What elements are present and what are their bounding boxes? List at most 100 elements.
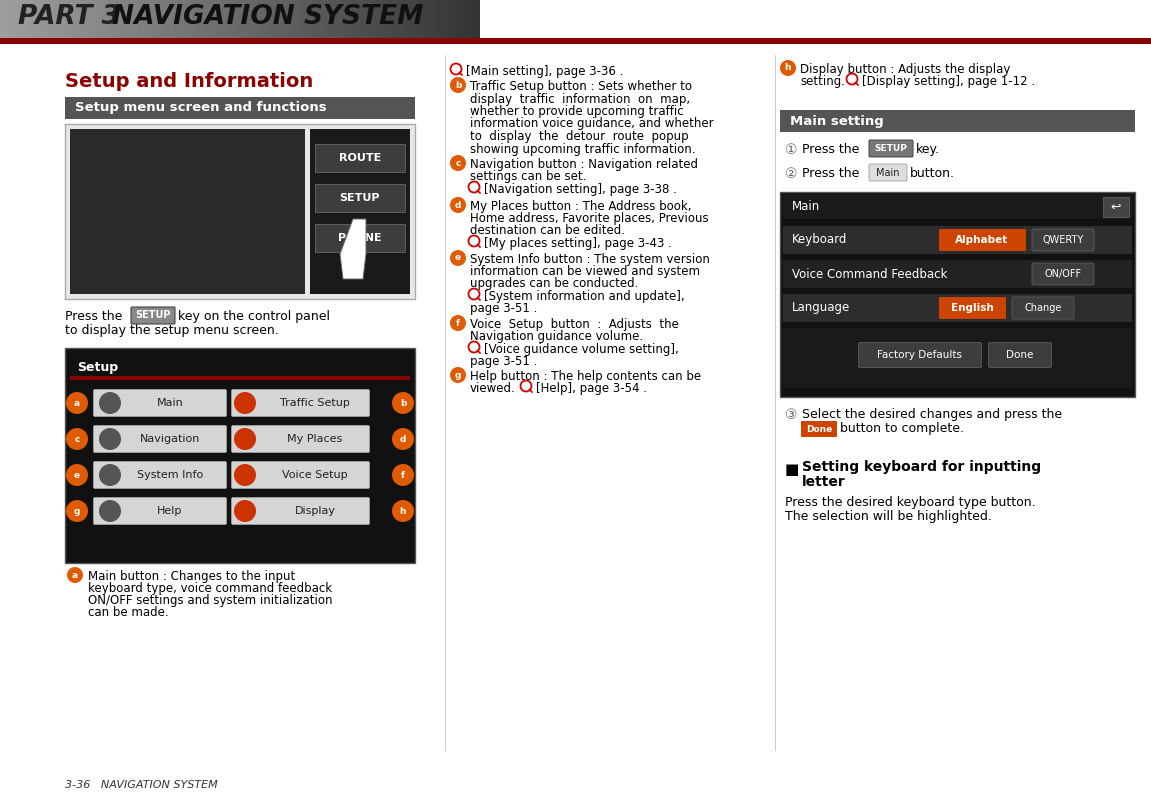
Bar [132, 0, 139, 38]
Circle shape [66, 500, 87, 522]
Bar [396, 0, 403, 38]
Text: SETUP: SETUP [875, 144, 907, 153]
Bar [420, 0, 427, 38]
Text: upgrades can be conducted.: upgrades can be conducted. [470, 277, 639, 290]
Text: My Places button : The Address book,: My Places button : The Address book, [470, 200, 692, 213]
Bar [102, 0, 109, 38]
Polygon shape [340, 219, 366, 279]
Text: h: h [785, 64, 791, 73]
Bar [216, 0, 223, 38]
Circle shape [234, 464, 256, 486]
Bar [241, 0, 247, 38]
Text: g: g [455, 370, 462, 380]
Text: to display the setup menu screen.: to display the setup menu screen. [64, 324, 279, 337]
Text: Navigation button : Navigation related: Navigation button : Navigation related [470, 158, 698, 171]
Bar [168, 0, 175, 38]
Text: Help button : The help contents can be: Help button : The help contents can be [470, 370, 701, 383]
Bar [783, 294, 1131, 322]
Bar [54, 0, 61, 38]
Text: settings can be set.: settings can be set. [470, 170, 586, 183]
Circle shape [234, 392, 256, 414]
Bar [336, 0, 343, 38]
Text: ON/OFF settings and system initialization: ON/OFF settings and system initializatio… [87, 594, 333, 607]
FancyBboxPatch shape [231, 461, 369, 488]
Text: Main setting: Main setting [790, 114, 884, 128]
Bar [414, 0, 421, 38]
Bar [246, 0, 253, 38]
Bar [312, 0, 319, 38]
Circle shape [234, 428, 256, 450]
Bar [355, 0, 361, 38]
Circle shape [99, 428, 121, 450]
Circle shape [66, 392, 87, 414]
Bar [450, 0, 457, 38]
Bar [41, 0, 49, 38]
Bar [783, 226, 1131, 254]
FancyBboxPatch shape [869, 140, 913, 157]
FancyBboxPatch shape [1032, 229, 1093, 251]
Circle shape [99, 464, 121, 486]
Bar [378, 0, 384, 38]
Bar [462, 0, 468, 38]
Bar [780, 192, 1135, 397]
Text: ROUTE: ROUTE [338, 153, 381, 163]
Bar [300, 0, 307, 38]
Text: page 3-51 .: page 3-51 . [470, 355, 538, 368]
Bar [372, 0, 379, 38]
Bar [162, 0, 169, 38]
Text: [Main setting], page 3-36 .: [Main setting], page 3-36 . [466, 65, 624, 78]
Text: Done: Done [1006, 350, 1034, 360]
Bar [348, 0, 355, 38]
Text: [System information and update],: [System information and update], [485, 290, 685, 303]
Text: destination can be edited.: destination can be edited. [470, 224, 625, 237]
Bar [157, 0, 163, 38]
Bar [366, 0, 373, 38]
Bar [228, 0, 235, 38]
Bar [783, 328, 1131, 388]
Text: setting.: setting. [800, 75, 845, 88]
Text: Press the: Press the [802, 167, 860, 180]
Text: The selection will be highlighted.: The selection will be highlighted. [785, 510, 992, 523]
Bar [390, 0, 397, 38]
Text: 3-36   NAVIGATION SYSTEM: 3-36 NAVIGATION SYSTEM [64, 780, 218, 790]
Bar [432, 0, 439, 38]
Bar [6, 0, 13, 38]
Bar [330, 0, 337, 38]
Text: Display button : Adjusts the display: Display button : Adjusts the display [800, 63, 1011, 76]
Bar [323, 0, 331, 38]
Bar [264, 0, 270, 38]
Text: b: b [399, 398, 406, 408]
Bar [474, 0, 481, 38]
Text: key.: key. [916, 143, 940, 156]
Text: Setup: Setup [77, 361, 119, 374]
Bar [36, 0, 43, 38]
Bar [252, 0, 259, 38]
Bar [108, 0, 115, 38]
Text: [My places setting], page 3-43 .: [My places setting], page 3-43 . [485, 237, 672, 250]
Bar [282, 0, 289, 38]
Bar [73, 0, 79, 38]
Text: f: f [456, 318, 460, 327]
Text: can be made.: can be made. [87, 606, 169, 619]
Bar [204, 0, 211, 38]
Text: page 3-51 .: page 3-51 . [470, 302, 538, 315]
Text: Navigation guidance volume.: Navigation guidance volume. [470, 330, 643, 343]
Text: ■: ■ [785, 462, 800, 477]
Bar [270, 0, 277, 38]
Circle shape [780, 60, 796, 76]
Text: e: e [74, 471, 81, 480]
FancyBboxPatch shape [939, 229, 1026, 251]
Text: Press the: Press the [64, 310, 122, 323]
Text: Navigation: Navigation [139, 434, 200, 444]
FancyBboxPatch shape [1032, 263, 1093, 285]
Bar [318, 0, 325, 38]
Bar [310, 129, 410, 294]
Bar [138, 0, 145, 38]
FancyBboxPatch shape [1012, 297, 1074, 319]
Circle shape [450, 250, 466, 266]
Text: Help: Help [158, 506, 183, 516]
Bar [384, 0, 391, 38]
Text: Keyboard: Keyboard [792, 234, 847, 247]
Text: ①: ① [785, 143, 798, 157]
FancyBboxPatch shape [93, 389, 227, 417]
